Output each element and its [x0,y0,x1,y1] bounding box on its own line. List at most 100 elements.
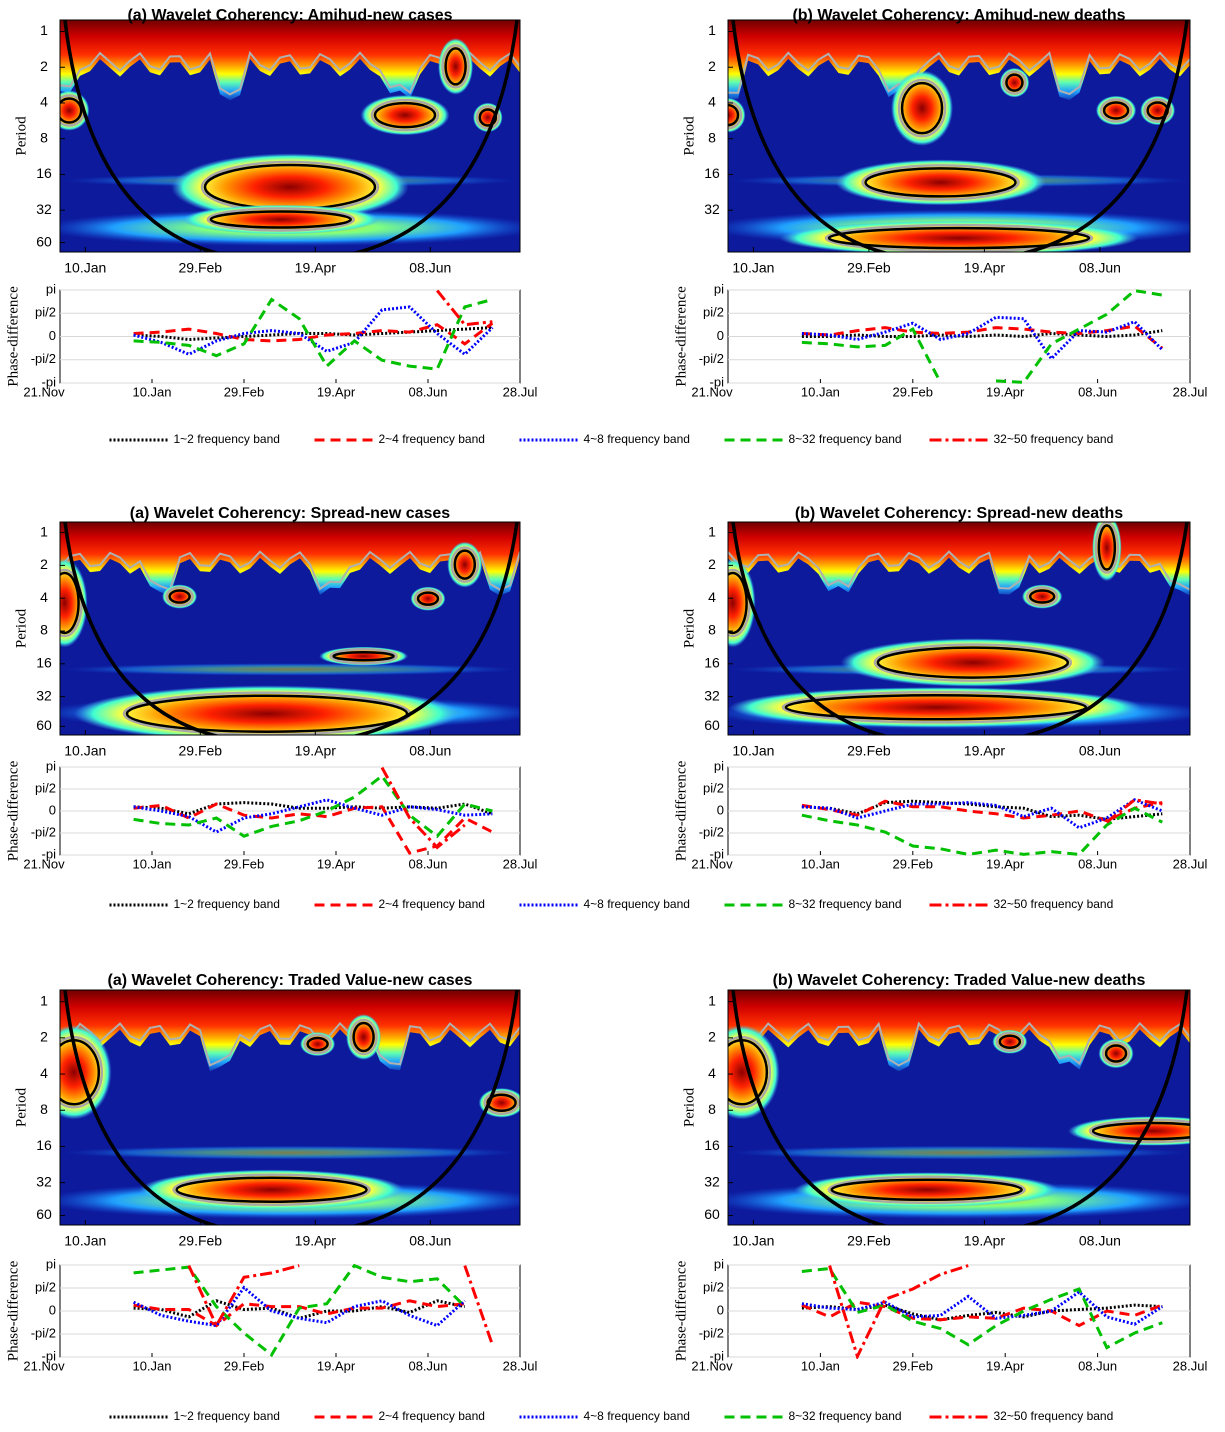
x-tick-label: 29.Feb [179,1233,223,1249]
x-tick-label: 29.Feb [893,856,933,871]
contour [168,589,191,604]
legend-label: 8~32 frequency band [789,432,902,446]
contour [416,591,440,606]
y-tick-label: 16 [36,1137,52,1153]
coherency-region [60,662,520,676]
contour [206,207,356,232]
contour [876,646,1070,679]
x-tick-label: 19.Apr [986,1358,1025,1373]
x-tick-label: 19.Apr [317,1358,356,1373]
y-axis-label: Period [13,116,29,156]
contour [475,105,501,130]
phase-line [801,1300,1163,1328]
y-tick-label: 16 [36,165,52,181]
y-tick-label: pi [46,758,56,773]
chart-title: (b) Wavelet Coherency: Amihud-new deaths [792,7,1125,24]
contour [728,1021,1190,1067]
y-tick-label: 0 [717,1302,724,1317]
phase-line [133,297,493,371]
contour [303,1033,332,1055]
heatmap [728,20,1190,252]
y-tick-label: pi [714,281,724,296]
y-tick-label: 32 [36,687,52,703]
y-tick-label: 1 [708,992,716,1008]
coherency-region [60,558,88,648]
phase-line [801,329,1163,339]
contour [998,1034,1022,1049]
phase-line [828,1264,969,1359]
contour [444,47,467,86]
contour [995,1031,1025,1052]
legend-label: 8~32 frequency band [789,897,902,911]
x-tick-label: 08.Jun [409,1233,451,1249]
contour [1097,524,1117,571]
phase-line [1105,798,1163,824]
x-tick-label: 21.Nov [691,384,733,399]
contour [900,81,944,135]
phase-line [801,798,1163,830]
phase-line [801,1266,1163,1350]
x-tick-label: 10.Jan [132,856,171,871]
contour [1143,98,1172,123]
heatmap [728,522,1190,735]
y-tick-label: 4 [40,1065,48,1081]
y-tick-label: 60 [36,1206,52,1222]
contour [60,1021,520,1067]
y-axis-label: Period [681,608,697,648]
chart-title: (a) Wavelet Coherency: Amihud-new cases [127,7,452,24]
x-tick-label: 29.Feb [893,384,933,399]
y-tick-label: pi/2 [703,1279,724,1294]
y-tick-label: 8 [708,1101,716,1117]
contour [897,78,947,138]
phase-line [801,1290,1164,1326]
contour [1094,522,1120,574]
phase-line [380,766,466,850]
y-tick-label: 2 [40,556,48,572]
y-tick-label: 8 [40,129,48,145]
contour [827,226,1091,250]
heatmap [60,20,520,252]
contour [329,647,398,665]
y-axis-label: Period [13,1087,29,1127]
legend-label: 1~2 frequency band [174,1409,280,1423]
high-coherency-band [728,990,1190,1072]
y-tick-label: -pi/2 [31,351,56,366]
contour [864,167,1017,198]
x-tick-label: 10.Jan [64,260,106,276]
phase-line [801,324,1164,350]
y-tick-label: 16 [704,655,720,671]
coherency-region [728,1145,1190,1160]
y-tick-label: pi [46,1256,56,1271]
y-tick-label: 32 [704,1173,720,1189]
contour [413,588,443,609]
x-tick-label: 08.Jun [408,384,447,399]
y-axis-label: Phase-difference [673,286,689,387]
contour [349,1018,378,1056]
y-tick-label: 8 [708,129,716,145]
y-tick-label: 4 [40,94,48,110]
heatmap [728,990,1190,1225]
plot-frame [59,521,521,736]
x-tick-label: 08.Jun [409,260,451,276]
plot-frame [727,521,1191,736]
y-tick-label: 16 [704,165,720,181]
y-tick-label: 1 [40,22,48,38]
x-tick-label: 28.Jul [503,856,538,871]
phase-line [187,1264,494,1346]
y-tick-label: 1 [708,523,716,539]
high-coherency-band [728,522,1190,596]
y-tick-label: pi [714,1256,724,1271]
x-tick-label: 10.Jan [801,384,840,399]
x-tick-label: 10.Jan [64,1233,106,1249]
y-tick-label: 4 [708,589,716,605]
coherency-region [728,1025,780,1120]
contour [1028,589,1056,604]
y-tick-label: -pi/2 [31,824,56,839]
plot-frame [59,19,521,253]
x-tick-label: 21.Nov [23,1358,65,1373]
y-tick-label: 0 [49,1302,56,1317]
contour [450,546,480,583]
x-tick-label: 10.Jan [801,1358,840,1373]
x-tick-label: 08.Jun [408,1358,447,1373]
